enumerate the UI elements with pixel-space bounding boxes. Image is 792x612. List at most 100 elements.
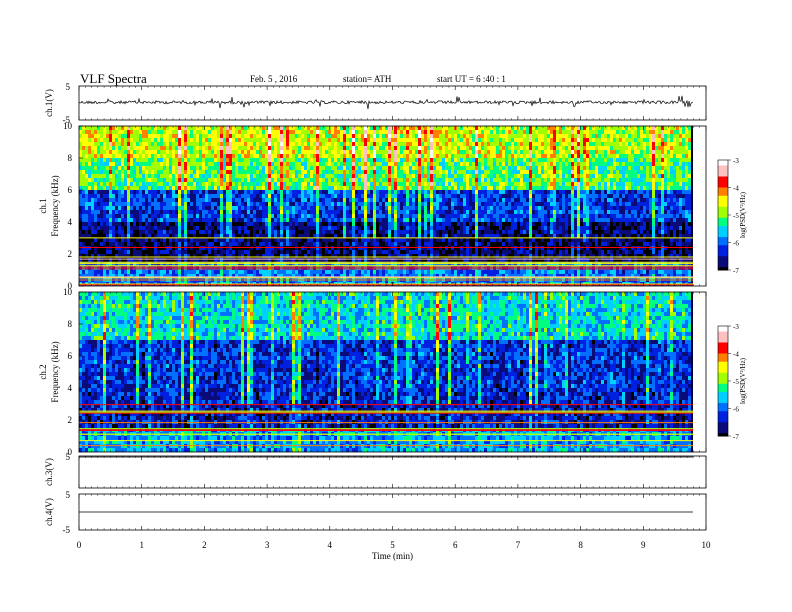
ch1-spectro-cell xyxy=(550,126,553,130)
ch1-spectro-cell xyxy=(79,214,82,218)
ch1-spectro-cell xyxy=(118,126,121,130)
ch1-spectro-cell xyxy=(160,150,163,154)
ch1-spectro-cell xyxy=(82,190,85,194)
ch1-spectro-cell xyxy=(535,138,538,142)
ch1-spectro-cell xyxy=(544,134,547,138)
ch1-spectro-cell xyxy=(409,146,412,150)
ch1-spectro-cell xyxy=(490,142,493,146)
ch1-spectro-cell xyxy=(676,138,679,142)
ch1-spectro-cell xyxy=(688,150,691,154)
ch1-spectro-cell xyxy=(442,206,445,210)
ch1-spectro-cell xyxy=(649,170,652,174)
ch1-spectro-cell xyxy=(238,130,241,134)
ch1-spectro-cell xyxy=(388,150,391,154)
ch1-spectro-cell xyxy=(142,170,145,174)
ch1-spectro-cell xyxy=(496,202,499,206)
ch1-spectro-cell xyxy=(151,150,154,154)
ch1-spectro-cell xyxy=(157,146,160,150)
ch1-spectro-cell xyxy=(616,210,619,214)
ch1-spectro-cell xyxy=(169,154,172,158)
ch1-spectro-cell xyxy=(394,198,397,202)
ch1-spectro-cell xyxy=(163,190,166,194)
ch1-spectro-cell xyxy=(274,170,277,174)
ch1-spectro-cell xyxy=(328,198,331,202)
ch1-spectro-cell xyxy=(85,174,88,178)
ch1-spectro-cell xyxy=(403,190,406,194)
ch1-spectro-cell xyxy=(310,142,313,146)
ch1-spectro-cell xyxy=(619,190,622,194)
ch1-ytick-label: 5 xyxy=(66,82,71,92)
ch1-spectro-cell xyxy=(478,202,481,206)
ch1-spectro-cell xyxy=(178,138,181,142)
ch1-spectro-cell xyxy=(241,202,244,206)
ch1-spectro-cell xyxy=(262,138,265,142)
ch1-spectro-cell xyxy=(652,158,655,162)
ch1-spectro-cell xyxy=(88,178,91,182)
ch1-spectro-cell xyxy=(208,178,211,182)
ch1-spectro-cell xyxy=(238,134,241,138)
ch1-spectro-cell xyxy=(268,154,271,158)
ch1-spectro-cell xyxy=(640,198,643,202)
ch1-spectro-cell xyxy=(328,134,331,138)
ch1-spectro-cell xyxy=(571,166,574,170)
ch1-spectro-cell xyxy=(400,210,403,214)
ch1-spectro-cell xyxy=(436,174,439,178)
ch1-spectro-cell xyxy=(115,182,118,186)
ch1-spectro-cell xyxy=(85,154,88,158)
ch1-spectro-cell xyxy=(82,218,85,222)
ch1-spectro-cell xyxy=(124,198,127,202)
ch1-spectro-cell xyxy=(244,218,247,222)
ch1-spectro-cell xyxy=(451,166,454,170)
ch1-spectro-cell xyxy=(172,150,175,154)
ch1-spectro-cell xyxy=(259,206,262,210)
ch1-spectro-cell xyxy=(403,182,406,186)
ch1-spectro-cell xyxy=(142,134,145,138)
ch1-spectro-cell xyxy=(103,134,106,138)
ch1-spectro-cell xyxy=(418,166,421,170)
ch1-spectro-cell xyxy=(598,214,601,218)
ch1-spectro-cell xyxy=(475,182,478,186)
ch1-spectro-cell xyxy=(496,166,499,170)
ch1-spectro-cell xyxy=(214,170,217,174)
ch1-spectro-cell xyxy=(259,142,262,146)
ch1-spectro-cell xyxy=(595,210,598,214)
ch1-spectro-cell xyxy=(241,166,244,170)
ch1-spectro-cell xyxy=(646,158,649,162)
ch1-spectro-cell xyxy=(190,170,193,174)
ch1-spectro-cell xyxy=(559,126,562,130)
ch1-spectro-cell xyxy=(580,130,583,134)
ch1-spectro-cell xyxy=(400,190,403,194)
ch1-spectro-cell xyxy=(190,134,193,138)
ch1-spectro-cell xyxy=(409,170,412,174)
ch1-spectro-cell xyxy=(658,130,661,134)
ch1-spectro-cell xyxy=(256,158,259,162)
ch1-spectro-cell xyxy=(685,150,688,154)
ch1-spectro-cell xyxy=(367,178,370,182)
ch1-spectro-cell xyxy=(355,134,358,138)
ch1-spectro-cell xyxy=(94,126,97,130)
ch1-spectro-cell xyxy=(553,206,556,210)
ch1-spectro-cell xyxy=(145,214,148,218)
ch1-spectro-cell xyxy=(619,170,622,174)
ch1-spectro-cell xyxy=(193,206,196,210)
ch1-spectro-cell xyxy=(307,190,310,194)
ch1-spectro-cell xyxy=(337,178,340,182)
ch1-spectro-cell xyxy=(481,158,484,162)
ch1-spectro-cell xyxy=(490,162,493,166)
ch1-spectro-cell xyxy=(217,134,220,138)
ch1-spectro-cell xyxy=(121,154,124,158)
ch1-spectro-cell xyxy=(157,178,160,182)
ch1-spectro-cell xyxy=(130,194,133,198)
ch1-spectro-cell xyxy=(202,134,205,138)
ch1-spectro-cell xyxy=(85,158,88,162)
ch1-spectro-cell xyxy=(265,146,268,150)
ch1-spectro-cell xyxy=(448,162,451,166)
ch1-spectro-cell xyxy=(667,154,670,158)
ch1-spectro-cell xyxy=(217,218,220,222)
ch1-spectro-cell xyxy=(292,194,295,198)
ch1-spectro-cell xyxy=(181,158,184,162)
ch1-spectro-cell xyxy=(631,202,634,206)
ch1-spectro-cell xyxy=(268,162,271,166)
ch1-spectro-cell xyxy=(610,174,613,178)
ch1-spectro-cell xyxy=(445,198,448,202)
